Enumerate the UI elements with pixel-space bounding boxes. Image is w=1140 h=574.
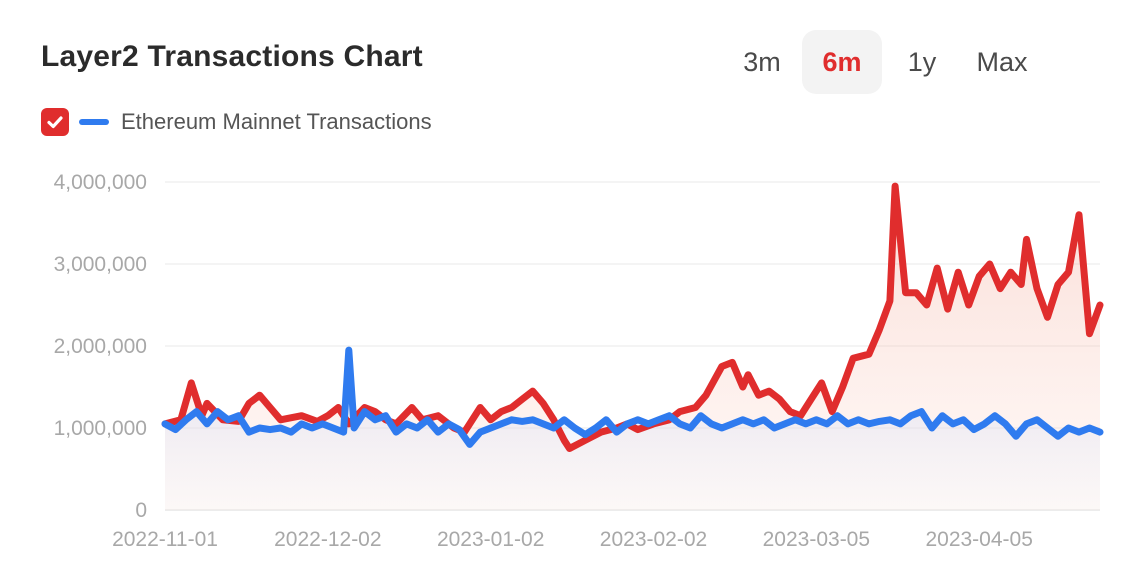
y-tick-label: 3,000,000	[54, 253, 147, 276]
x-tick-label: 2022-12-02	[274, 528, 381, 551]
series-line-mainnet	[161, 346, 1104, 448]
y-tick-label: 2,000,000	[54, 335, 147, 358]
y-axis: 0 1,000,000 2,000,000 3,000,000 4,000,000	[54, 171, 147, 522]
x-tick-label: 2023-02-02	[600, 528, 707, 551]
series-lines	[161, 182, 1104, 452]
x-tick-label: 2023-04-05	[925, 528, 1032, 551]
chart-title: Layer2 Transactions Chart	[41, 40, 423, 73]
x-tick-label: 2023-01-02	[437, 528, 544, 551]
range-button-max[interactable]: Max	[976, 46, 1028, 77]
range-button-6m[interactable]: 6m	[802, 30, 882, 94]
y-tick-label: 1,000,000	[54, 417, 147, 440]
chart-legend: Ethereum Mainnet Transactions	[41, 108, 432, 136]
legend-checkbox[interactable]	[41, 108, 69, 136]
y-tick-label: 4,000,000	[54, 171, 147, 194]
x-axis: 2022-11-01 2022-12-02 2023-01-02 2023-02-02…	[112, 528, 1033, 551]
legend-label-mainnet: Ethereum Mainnet Transactions	[121, 109, 432, 134]
y-tick-label: 0	[135, 499, 147, 522]
legend-swatch-mainnet	[79, 119, 109, 125]
x-tick-label: 2022-11-01	[112, 528, 218, 551]
range-button-3m[interactable]: 3m	[743, 46, 781, 77]
series-areas	[165, 186, 1100, 510]
range-button-1y[interactable]: 1y	[907, 46, 937, 77]
time-range-selector: 3m 6m 1y Max	[722, 30, 1042, 94]
x-tick-label: 2023-03-05	[763, 528, 870, 551]
check-icon	[47, 116, 63, 129]
